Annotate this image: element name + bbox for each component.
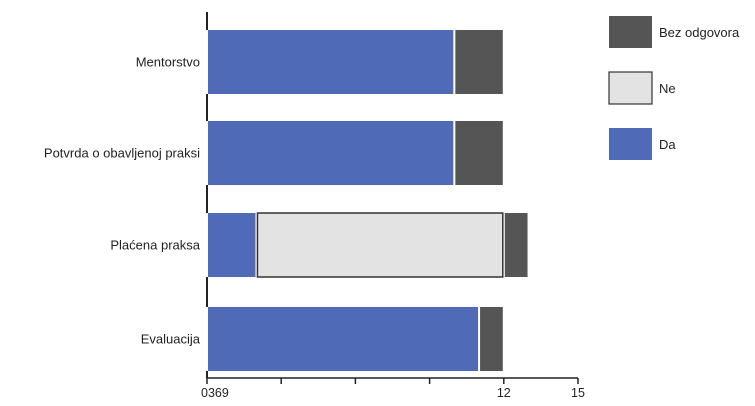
category-label-placena-praksa: Plaćena praksa bbox=[110, 238, 200, 253]
bar-da-mentorstvo bbox=[208, 30, 454, 94]
category-label-potvrda-o-obavljenoj-praksi: Potvrda o obavljenoj praksi bbox=[44, 146, 200, 161]
bars-layer bbox=[208, 30, 528, 371]
legend-swatch-bez-odgovora bbox=[609, 16, 652, 48]
x-tick-label-15: 15 bbox=[571, 386, 585, 400]
bar-ne-placena-praksa bbox=[256, 212, 504, 278]
x-tick-label-0369: 0369 bbox=[201, 386, 229, 400]
bar-bez-odgovora-evaluacija bbox=[480, 307, 503, 371]
bar-da-placena-praksa bbox=[208, 213, 256, 277]
legend-label-bez-odgovora: Bez odgovora bbox=[659, 25, 740, 40]
x-tick-label-12: 12 bbox=[497, 386, 511, 400]
bar-da-evaluacija bbox=[208, 307, 479, 371]
x-axis: 0369 12 15 bbox=[201, 377, 585, 400]
bar-da-potvrda-o-obavljenoj-praksi bbox=[208, 121, 454, 185]
bar-bez-odgovora-mentorstvo bbox=[455, 30, 503, 94]
legend: Bez odgovora Ne Da bbox=[608, 16, 740, 160]
legend-label-ne: Ne bbox=[659, 81, 676, 96]
legend-label-da: Da bbox=[659, 137, 676, 152]
bar-bez-odgovora-placena-praksa bbox=[504, 213, 528, 277]
legend-swatch-da bbox=[609, 128, 652, 160]
category-label-mentorstvo: Mentorstvo bbox=[136, 55, 200, 70]
category-label-evaluacija: Evaluacija bbox=[141, 332, 201, 347]
bar-bez-odgovora-potvrda-o-obavljenoj-praksi bbox=[455, 121, 503, 185]
legend-swatch-ne bbox=[608, 71, 653, 105]
y-axis: Mentorstvo Potvrda o obavljenoj praksi Pla… bbox=[44, 12, 208, 378]
